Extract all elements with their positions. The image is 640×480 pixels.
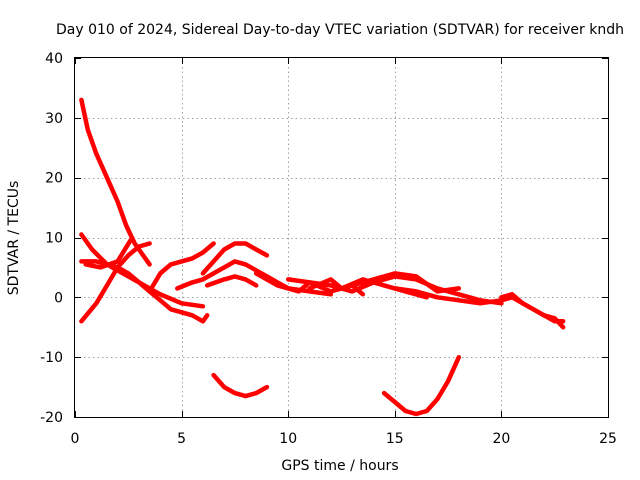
series-group <box>79 97 566 417</box>
y-axis-label: SDTVAR / TECUs <box>6 181 22 296</box>
y-tick-label: 30 <box>45 111 63 127</box>
series-line-sat-e <box>83 238 133 270</box>
x-axis-label: GPS time / hours <box>281 458 398 474</box>
series-line-sat-n <box>349 271 462 294</box>
grid <box>75 58 608 417</box>
y-tick-label: -20 <box>40 410 63 426</box>
y-tick-label: 10 <box>45 231 63 247</box>
y-tick-label: 40 <box>45 51 63 67</box>
series-line-sat-d <box>79 241 152 324</box>
chart-title: Day 010 of 2024, Sidereal Day-to-day VTE… <box>56 22 624 38</box>
y-tick-label: 20 <box>45 171 63 187</box>
x-tick-label: 5 <box>177 431 186 447</box>
x-tick-label: 20 <box>492 431 510 447</box>
series-line-sat-f <box>147 241 216 294</box>
series-line-sat-a <box>79 97 152 267</box>
x-tick-label: 25 <box>599 431 617 447</box>
series-line-sat-p <box>392 286 566 330</box>
series-line-sat-j <box>211 372 270 399</box>
x-tick-label: 0 <box>71 431 80 447</box>
series-line-sat-h <box>200 241 270 276</box>
series-line-sat-o <box>381 354 462 417</box>
x-tick-label: 15 <box>386 431 404 447</box>
series-line-sat-i <box>204 274 259 288</box>
series-line-sat-q <box>499 292 566 324</box>
y-tick-label: 0 <box>54 290 63 306</box>
x-tick-label: 10 <box>279 431 297 447</box>
plot-frame <box>74 57 609 418</box>
axis-ticks: 0 5 10 15 20 25 -20 -10 0 10 20 30 40 <box>40 51 617 447</box>
series-line-sat-c <box>79 259 210 324</box>
y-tick-label: -10 <box>40 350 63 366</box>
